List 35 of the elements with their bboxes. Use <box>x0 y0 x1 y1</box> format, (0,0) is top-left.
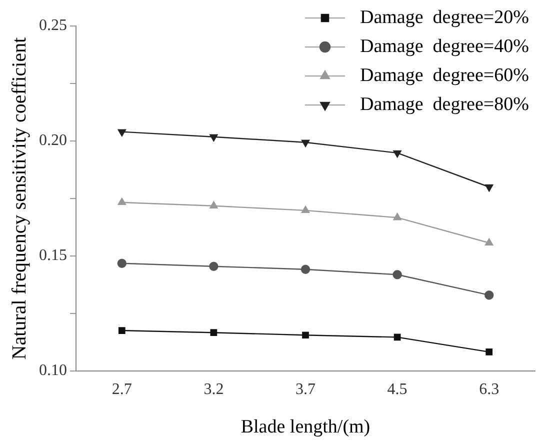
point <box>210 134 218 142</box>
point <box>484 290 494 300</box>
legend-label: Damage degree=20% <box>360 6 530 28</box>
point <box>117 258 126 268</box>
x-tick-label: 4.5 <box>387 380 408 398</box>
y-tick-label: 0.25 <box>39 17 67 34</box>
x-axis-title: Blade length/(m) <box>240 416 370 438</box>
y-tick-label: 0.10 <box>39 362 67 380</box>
x-tick-label: 6.3 <box>479 380 500 398</box>
point <box>393 212 402 220</box>
y-tick-label: 0.20 <box>39 132 67 150</box>
x-tick-label: 3.7 <box>296 380 316 398</box>
y-axis-title: Natural frequency sensitivity coefficient <box>8 36 30 360</box>
y-tick-label: 0.15 <box>39 247 67 264</box>
legend-label: Damage degree=40% <box>360 36 530 57</box>
point <box>485 238 494 246</box>
point <box>486 348 493 356</box>
x-tick-label: 3.2 <box>204 380 224 398</box>
x-tick-label: 2.7 <box>112 380 132 398</box>
point <box>394 334 401 341</box>
legend-label: Damage degree=80% <box>360 94 530 115</box>
point <box>301 206 310 214</box>
point <box>393 150 402 158</box>
legend-label: Damage degree=60% <box>360 64 530 86</box>
point <box>301 140 310 147</box>
point <box>209 262 218 271</box>
point <box>118 129 126 136</box>
point <box>210 201 218 208</box>
point <box>210 329 218 336</box>
point <box>302 332 309 339</box>
point <box>392 270 402 280</box>
point <box>118 327 126 334</box>
point <box>118 198 126 206</box>
point <box>300 264 310 274</box>
point <box>485 184 494 192</box>
